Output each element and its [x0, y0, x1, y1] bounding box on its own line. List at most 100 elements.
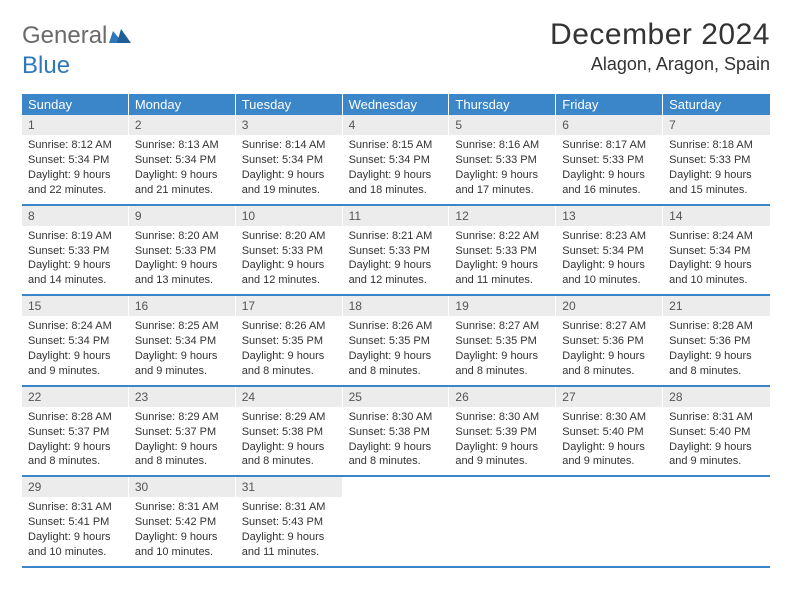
day-number: 14 — [663, 206, 770, 226]
logo-text-general: General — [22, 22, 107, 49]
sunset-text: Sunset: 5:33 PM — [669, 153, 764, 168]
daylight-text: Daylight: 9 hours and 9 minutes. — [135, 349, 229, 379]
day-cell: 21Sunrise: 8:28 AMSunset: 5:36 PMDayligh… — [663, 296, 770, 385]
day-cell: 30Sunrise: 8:31 AMSunset: 5:42 PMDayligh… — [129, 477, 236, 566]
day-cell: 23Sunrise: 8:29 AMSunset: 5:37 PMDayligh… — [129, 387, 236, 476]
day-number: 29 — [22, 477, 128, 497]
day-cell — [343, 477, 450, 566]
daylight-text: Daylight: 9 hours and 10 minutes. — [669, 258, 764, 288]
day-body: Sunrise: 8:31 AMSunset: 5:41 PMDaylight:… — [22, 497, 128, 565]
daylight-text: Daylight: 9 hours and 18 minutes. — [349, 168, 443, 198]
sunrise-text: Sunrise: 8:21 AM — [349, 229, 443, 244]
day-body: Sunrise: 8:31 AMSunset: 5:40 PMDaylight:… — [663, 407, 770, 475]
day-body: Sunrise: 8:29 AMSunset: 5:37 PMDaylight:… — [129, 407, 235, 475]
sunset-text: Sunset: 5:33 PM — [349, 244, 443, 259]
day-number: 13 — [556, 206, 662, 226]
day-body: Sunrise: 8:20 AMSunset: 5:33 PMDaylight:… — [129, 226, 235, 294]
daylight-text: Daylight: 9 hours and 11 minutes. — [242, 530, 336, 560]
sunrise-text: Sunrise: 8:26 AM — [349, 319, 443, 334]
sunrise-text: Sunrise: 8:22 AM — [455, 229, 549, 244]
day-cell: 13Sunrise: 8:23 AMSunset: 5:34 PMDayligh… — [556, 206, 663, 295]
sunset-text: Sunset: 5:40 PM — [669, 425, 764, 440]
day-body: Sunrise: 8:16 AMSunset: 5:33 PMDaylight:… — [449, 135, 555, 203]
day-cell: 1Sunrise: 8:12 AMSunset: 5:34 PMDaylight… — [22, 115, 129, 204]
week-row: 29Sunrise: 8:31 AMSunset: 5:41 PMDayligh… — [22, 477, 770, 568]
daylight-text: Daylight: 9 hours and 8 minutes. — [135, 440, 229, 470]
day-number: 28 — [663, 387, 770, 407]
day-of-week-header: Sunday Monday Tuesday Wednesday Thursday… — [22, 94, 770, 115]
daylight-text: Daylight: 9 hours and 16 minutes. — [562, 168, 656, 198]
day-cell: 20Sunrise: 8:27 AMSunset: 5:36 PMDayligh… — [556, 296, 663, 385]
day-cell: 2Sunrise: 8:13 AMSunset: 5:34 PMDaylight… — [129, 115, 236, 204]
day-cell — [449, 477, 556, 566]
sunset-text: Sunset: 5:41 PM — [28, 515, 122, 530]
day-number: 22 — [22, 387, 128, 407]
day-number: 30 — [129, 477, 235, 497]
sunrise-text: Sunrise: 8:19 AM — [28, 229, 122, 244]
day-number: 16 — [129, 296, 235, 316]
sunrise-text: Sunrise: 8:23 AM — [562, 229, 656, 244]
week-row: 22Sunrise: 8:28 AMSunset: 5:37 PMDayligh… — [22, 387, 770, 478]
sunrise-text: Sunrise: 8:12 AM — [28, 138, 122, 153]
page-header: GeneralBlue December 2024 Alagon, Aragon… — [22, 18, 770, 78]
day-number: 18 — [343, 296, 449, 316]
sunset-text: Sunset: 5:33 PM — [455, 244, 549, 259]
daylight-text: Daylight: 9 hours and 9 minutes. — [28, 349, 122, 379]
day-cell: 5Sunrise: 8:16 AMSunset: 5:33 PMDaylight… — [449, 115, 556, 204]
sunset-text: Sunset: 5:33 PM — [242, 244, 336, 259]
day-cell: 17Sunrise: 8:26 AMSunset: 5:35 PMDayligh… — [236, 296, 343, 385]
day-cell: 24Sunrise: 8:29 AMSunset: 5:38 PMDayligh… — [236, 387, 343, 476]
day-body: Sunrise: 8:18 AMSunset: 5:33 PMDaylight:… — [663, 135, 770, 203]
sunset-text: Sunset: 5:42 PM — [135, 515, 229, 530]
day-cell: 6Sunrise: 8:17 AMSunset: 5:33 PMDaylight… — [556, 115, 663, 204]
day-number: 10 — [236, 206, 342, 226]
daylight-text: Daylight: 9 hours and 8 minutes. — [349, 440, 443, 470]
sunset-text: Sunset: 5:36 PM — [562, 334, 656, 349]
day-body: Sunrise: 8:28 AMSunset: 5:36 PMDaylight:… — [663, 316, 770, 384]
day-number: 7 — [663, 115, 770, 135]
dow-sunday: Sunday — [22, 94, 129, 115]
sunrise-text: Sunrise: 8:17 AM — [562, 138, 656, 153]
day-cell: 16Sunrise: 8:25 AMSunset: 5:34 PMDayligh… — [129, 296, 236, 385]
sunrise-text: Sunrise: 8:28 AM — [28, 410, 122, 425]
day-body: Sunrise: 8:12 AMSunset: 5:34 PMDaylight:… — [22, 135, 128, 203]
day-body: Sunrise: 8:17 AMSunset: 5:33 PMDaylight:… — [556, 135, 662, 203]
sunset-text: Sunset: 5:43 PM — [242, 515, 336, 530]
day-number: 26 — [449, 387, 555, 407]
sunset-text: Sunset: 5:39 PM — [455, 425, 549, 440]
daylight-text: Daylight: 9 hours and 8 minutes. — [242, 440, 336, 470]
dow-thursday: Thursday — [449, 94, 556, 115]
location-label: Alagon, Aragon, Spain — [550, 54, 770, 75]
day-cell: 9Sunrise: 8:20 AMSunset: 5:33 PMDaylight… — [129, 206, 236, 295]
calendar-weeks: 1Sunrise: 8:12 AMSunset: 5:34 PMDaylight… — [22, 115, 770, 568]
day-number: 9 — [129, 206, 235, 226]
sunset-text: Sunset: 5:34 PM — [562, 244, 656, 259]
day-number: 25 — [343, 387, 449, 407]
sunset-text: Sunset: 5:34 PM — [28, 153, 122, 168]
daylight-text: Daylight: 9 hours and 8 minutes. — [562, 349, 656, 379]
day-number: 17 — [236, 296, 342, 316]
daylight-text: Daylight: 9 hours and 8 minutes. — [28, 440, 122, 470]
sunset-text: Sunset: 5:38 PM — [349, 425, 443, 440]
day-number: 31 — [236, 477, 342, 497]
day-cell: 15Sunrise: 8:24 AMSunset: 5:34 PMDayligh… — [22, 296, 129, 385]
day-cell: 27Sunrise: 8:30 AMSunset: 5:40 PMDayligh… — [556, 387, 663, 476]
sunset-text: Sunset: 5:35 PM — [242, 334, 336, 349]
daylight-text: Daylight: 9 hours and 15 minutes. — [669, 168, 764, 198]
day-number: 8 — [22, 206, 128, 226]
day-number: 3 — [236, 115, 342, 135]
sunset-text: Sunset: 5:38 PM — [242, 425, 336, 440]
sunset-text: Sunset: 5:35 PM — [349, 334, 443, 349]
day-body: Sunrise: 8:31 AMSunset: 5:43 PMDaylight:… — [236, 497, 342, 565]
day-number: 19 — [449, 296, 555, 316]
logo-mark-icon — [109, 24, 131, 48]
day-body: Sunrise: 8:30 AMSunset: 5:38 PMDaylight:… — [343, 407, 449, 475]
day-cell: 4Sunrise: 8:15 AMSunset: 5:34 PMDaylight… — [343, 115, 450, 204]
sunset-text: Sunset: 5:34 PM — [349, 153, 443, 168]
sunrise-text: Sunrise: 8:27 AM — [455, 319, 549, 334]
sunrise-text: Sunrise: 8:24 AM — [669, 229, 764, 244]
day-number: 11 — [343, 206, 449, 226]
day-cell: 28Sunrise: 8:31 AMSunset: 5:40 PMDayligh… — [663, 387, 770, 476]
day-body: Sunrise: 8:13 AMSunset: 5:34 PMDaylight:… — [129, 135, 235, 203]
sunset-text: Sunset: 5:37 PM — [135, 425, 229, 440]
